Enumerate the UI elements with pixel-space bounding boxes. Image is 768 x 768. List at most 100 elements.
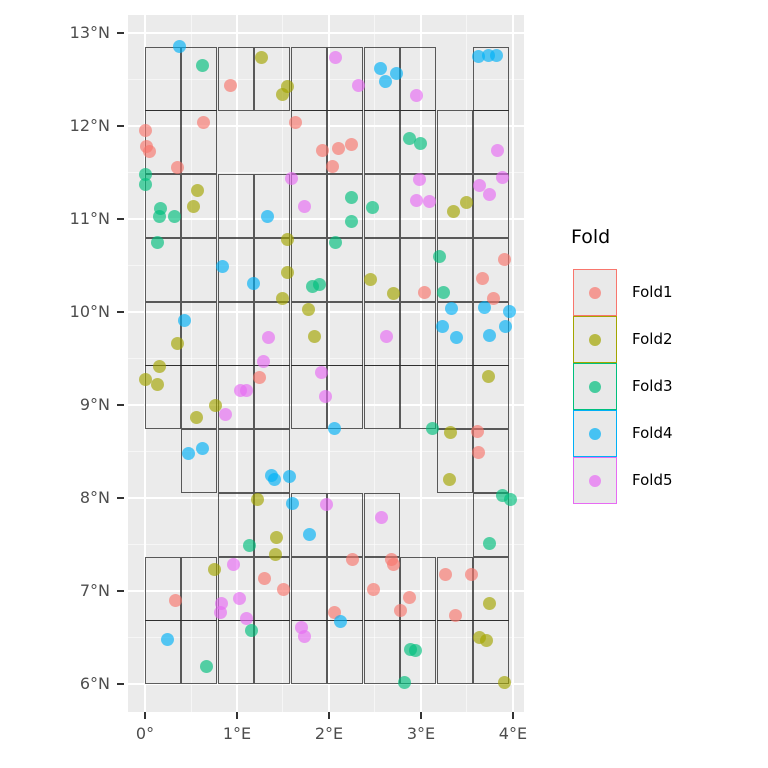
- gridline-y-major: [128, 31, 524, 34]
- spatial-block: [473, 110, 509, 174]
- gridline-x-major: [236, 15, 238, 712]
- data-point-fold1: [143, 145, 157, 159]
- spatial-block: [364, 174, 400, 238]
- data-point-fold5: [239, 611, 253, 625]
- x-tick-label: 3°E: [406, 724, 436, 743]
- gridline-x-minor: [190, 15, 192, 712]
- spatial-block: [473, 174, 509, 238]
- spatial-block: [145, 302, 181, 366]
- legend-key-fold4: [573, 410, 617, 457]
- data-point-fold5: [318, 390, 332, 404]
- data-point-fold1: [258, 572, 272, 586]
- y-tick-mark: [117, 683, 124, 686]
- data-point-fold5: [409, 193, 423, 207]
- data-point-fold2: [170, 336, 184, 350]
- data-point-fold2: [250, 493, 264, 507]
- spatial-block: [473, 557, 509, 621]
- data-point-fold5: [490, 144, 504, 158]
- data-point-fold3: [328, 236, 342, 250]
- data-point-fold1: [487, 292, 501, 306]
- spatial-block: [254, 47, 290, 111]
- data-point-fold4: [181, 446, 195, 460]
- data-point-fold4: [328, 421, 341, 435]
- data-point-fold2: [442, 472, 456, 486]
- data-point-fold4: [285, 497, 299, 511]
- x-tick-mark: [327, 712, 330, 719]
- data-point-fold1: [366, 582, 380, 596]
- data-point-fold2: [207, 563, 221, 577]
- x-tick-mark: [144, 712, 147, 719]
- data-point-fold5: [297, 200, 311, 214]
- data-point-fold4: [483, 328, 497, 342]
- data-point-fold5: [257, 354, 271, 368]
- spatial-block: [291, 620, 327, 684]
- data-point-fold1: [252, 371, 266, 385]
- data-point-fold3: [432, 249, 446, 263]
- data-point-fold4: [178, 313, 192, 327]
- spatial-block: [181, 47, 217, 111]
- spatial-block: [473, 493, 509, 557]
- spatial-block: [364, 365, 400, 429]
- data-point-fold3: [436, 285, 450, 299]
- data-point-fold2: [460, 196, 474, 210]
- spatial-block: [437, 365, 473, 429]
- x-tick-label: 1°E: [222, 724, 252, 743]
- spatial-block: [218, 429, 254, 493]
- data-point-fold1: [403, 591, 417, 605]
- data-point-fold3: [196, 58, 210, 72]
- legend-dot-fold1: [589, 287, 601, 299]
- gridline-x-minor: [374, 15, 376, 712]
- data-point-fold1: [394, 604, 408, 618]
- data-point-fold1: [498, 253, 512, 267]
- data-point-fold2: [151, 377, 165, 391]
- data-point-fold2: [269, 548, 283, 562]
- y-tick-mark: [117, 310, 124, 313]
- data-point-fold2: [209, 399, 223, 413]
- data-point-fold2: [190, 411, 204, 425]
- legend-dot-fold4: [589, 428, 601, 440]
- data-point-fold5: [239, 384, 253, 398]
- data-point-fold4: [172, 40, 186, 54]
- data-point-fold5: [315, 365, 329, 379]
- spatial-block: [254, 174, 290, 238]
- data-point-fold3: [414, 136, 428, 150]
- data-point-fold3: [345, 190, 359, 204]
- gridline-x-minor: [466, 15, 468, 712]
- spatial-block: [473, 429, 509, 493]
- spatial-block: [291, 174, 327, 238]
- spatial-block: [145, 620, 181, 684]
- y-tick-mark: [117, 31, 124, 34]
- spatial-block: [181, 238, 217, 302]
- data-point-fold5: [226, 558, 240, 572]
- spatial-block: [218, 174, 254, 238]
- spatial-block: [364, 110, 400, 174]
- data-point-fold3: [153, 209, 167, 223]
- data-point-fold3: [503, 493, 517, 507]
- y-tick-label: 9°N: [79, 394, 110, 414]
- data-point-fold5: [379, 329, 393, 343]
- y-tick-label: 13°N: [69, 22, 110, 42]
- data-point-fold4: [247, 277, 261, 291]
- data-point-fold4: [472, 50, 486, 64]
- spatial-block: [145, 174, 181, 238]
- legend-key-fold2: [573, 316, 617, 363]
- gridline-y-major: [128, 683, 524, 686]
- data-point-fold1: [331, 141, 345, 155]
- data-point-fold1: [386, 557, 400, 571]
- data-point-fold5: [218, 407, 232, 421]
- spatial-block: [181, 302, 217, 366]
- data-point-fold3: [243, 538, 257, 552]
- spatial-block: [181, 110, 217, 174]
- spatial-block: [327, 174, 363, 238]
- legend-key-fold5: [573, 457, 617, 504]
- data-point-fold2: [190, 184, 204, 198]
- data-point-fold1: [197, 116, 211, 130]
- data-point-fold3: [167, 209, 181, 223]
- data-point-fold5: [328, 51, 342, 65]
- data-point-fold3: [200, 659, 214, 673]
- data-point-fold4: [334, 615, 348, 629]
- spatial-block: [291, 493, 327, 557]
- data-point-fold3: [426, 421, 440, 435]
- spatial-block: [327, 238, 363, 302]
